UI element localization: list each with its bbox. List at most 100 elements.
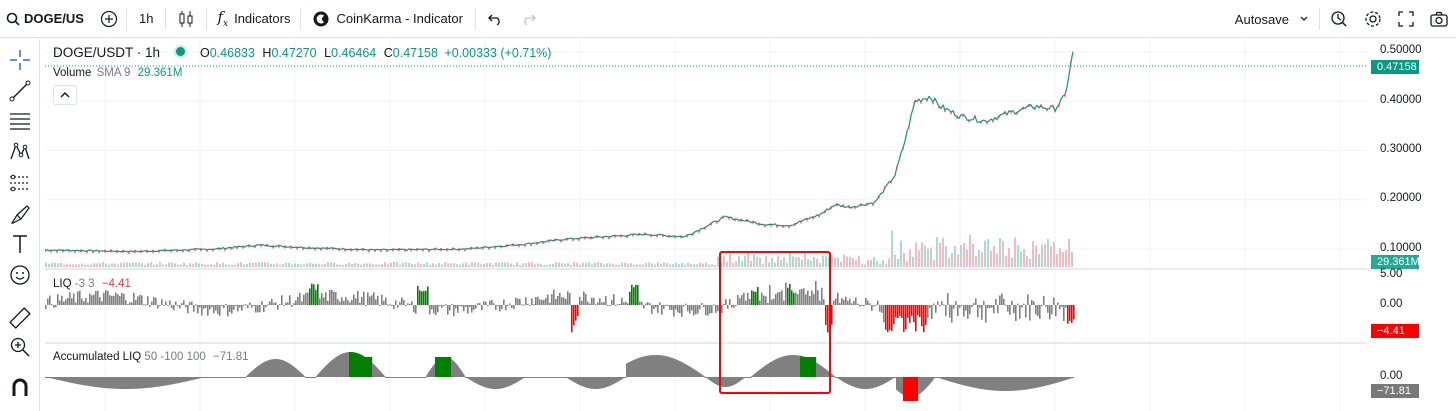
liq-bar — [193, 305, 195, 312]
crosshair-tool[interactable] — [9, 49, 31, 71]
acc-area-bar — [305, 377, 307, 378]
magnet-tool[interactable] — [9, 376, 31, 398]
volume-bar — [840, 261, 842, 267]
acc-area-bar — [594, 377, 596, 389]
acc-area-bar — [381, 372, 383, 377]
acc-area-bar — [1067, 377, 1069, 380]
liq-bar — [715, 305, 717, 313]
acc-area-bar — [617, 377, 619, 382]
toolbar-divider — [1319, 8, 1320, 30]
price-series-down — [45, 60, 1072, 254]
acc-area-bar — [468, 377, 470, 379]
liq-bar — [807, 290, 809, 305]
liq-bar — [859, 305, 861, 307]
acc-area-bar — [862, 377, 864, 389]
acc-area-bar — [1062, 377, 1064, 382]
fullscreen-button[interactable] — [1390, 0, 1422, 38]
liq-bar — [967, 305, 969, 319]
volume-bar — [240, 262, 242, 267]
brush-tool[interactable] — [9, 203, 31, 225]
emoji-tool[interactable] — [9, 264, 31, 286]
acc-area-bar — [1010, 377, 1012, 391]
interval-button[interactable]: 1h — [127, 0, 165, 38]
acc-area-bar — [772, 361, 774, 377]
add-symbol-button[interactable] — [92, 0, 126, 38]
liq-bar — [839, 303, 841, 305]
acc-area-bar — [875, 377, 877, 388]
chart-canvas[interactable] — [45, 39, 1367, 411]
acc-area-bar — [269, 359, 271, 377]
acc-area-bar — [575, 377, 577, 383]
acc-area-bar — [1019, 377, 1021, 391]
trend-line-tool[interactable] — [9, 80, 31, 102]
acc-area-bar — [1032, 377, 1034, 389]
liq-bar — [359, 302, 361, 305]
liq-bar — [207, 305, 209, 316]
add-symbol-icon — [100, 10, 118, 27]
liq-bar — [869, 303, 871, 305]
acc-area-bar — [787, 355, 789, 377]
acc-area-bar — [545, 377, 547, 378]
acc-area-bar — [411, 377, 413, 378]
acc-area-bar — [899, 377, 901, 393]
acc-area-bar — [677, 360, 679, 377]
forecast-tool[interactable] — [9, 172, 31, 194]
liq-bar — [605, 296, 607, 305]
text-tool[interactable] — [9, 233, 31, 255]
redo-button[interactable] — [514, 0, 544, 38]
pattern-tool[interactable] — [9, 141, 31, 163]
chart-type-button[interactable] — [166, 0, 206, 38]
replay-button[interactable] — [1320, 0, 1356, 38]
liq-bar — [201, 305, 203, 316]
symbol-search[interactable]: DOGE/US — [0, 0, 92, 38]
fib-tool[interactable] — [9, 110, 31, 132]
acc-area-bar — [166, 377, 168, 386]
liq-bar — [733, 305, 735, 308]
acc-area-bar — [994, 377, 996, 391]
acc-area-bar — [144, 377, 146, 389]
coinkarma-script-button[interactable]: CoinKarma - Indicator — [301, 0, 474, 38]
acc-area-bar — [591, 377, 593, 389]
fib-icon — [10, 113, 30, 130]
liq-bar — [179, 305, 181, 309]
acc-area-bar — [721, 377, 723, 387]
price-axis[interactable]: 0.50000 0.47158 0.40000 0.30000 0.20000 … — [1368, 39, 1456, 411]
liq-bar — [695, 305, 697, 315]
acc-area-bar — [950, 377, 952, 382]
liq-bar — [339, 301, 341, 305]
acc-area-bar — [809, 357, 811, 377]
acc-area-bar — [826, 369, 828, 377]
liq-bar — [397, 305, 399, 308]
acc-area-bar — [72, 377, 74, 384]
indicators-button[interactable]: fx Indicators — [207, 0, 300, 38]
acc-area-bar — [689, 366, 691, 377]
volume-bar — [600, 262, 602, 267]
liq-bar — [1051, 305, 1053, 315]
acc-area-bar — [335, 357, 337, 377]
liq-bar — [487, 305, 489, 306]
volume-bar — [327, 262, 329, 267]
settings-button[interactable] — [1356, 0, 1390, 38]
liq-bar — [523, 304, 525, 306]
liq-bar — [1009, 305, 1011, 315]
acc-area-bar — [614, 377, 616, 384]
screenshot-button[interactable] — [1422, 0, 1456, 38]
collapse-legend-button[interactable] — [53, 85, 77, 105]
acc-area-bar — [103, 377, 105, 388]
liq-bar — [701, 302, 703, 305]
acc-area-bar — [48, 377, 50, 378]
autosave-button[interactable]: Autosave — [1225, 0, 1319, 38]
acc-area-bar — [512, 377, 514, 385]
acc-area-bar — [427, 373, 429, 377]
chart-area[interactable]: DOGE/USDT · 1h O0.46833 H0.47270 L0.4646… — [45, 39, 1367, 411]
ruler-tool[interactable] — [9, 307, 31, 329]
acc-area-bar — [1024, 377, 1026, 390]
liq-bar — [1059, 305, 1061, 310]
trend-line-icon — [9, 80, 31, 102]
undo-button[interactable] — [476, 0, 514, 38]
volume-bar — [921, 242, 923, 267]
liq-bar — [533, 304, 535, 306]
zoom-tool[interactable] — [9, 336, 31, 358]
volume-bar — [633, 264, 635, 267]
volume-bar — [489, 262, 491, 267]
